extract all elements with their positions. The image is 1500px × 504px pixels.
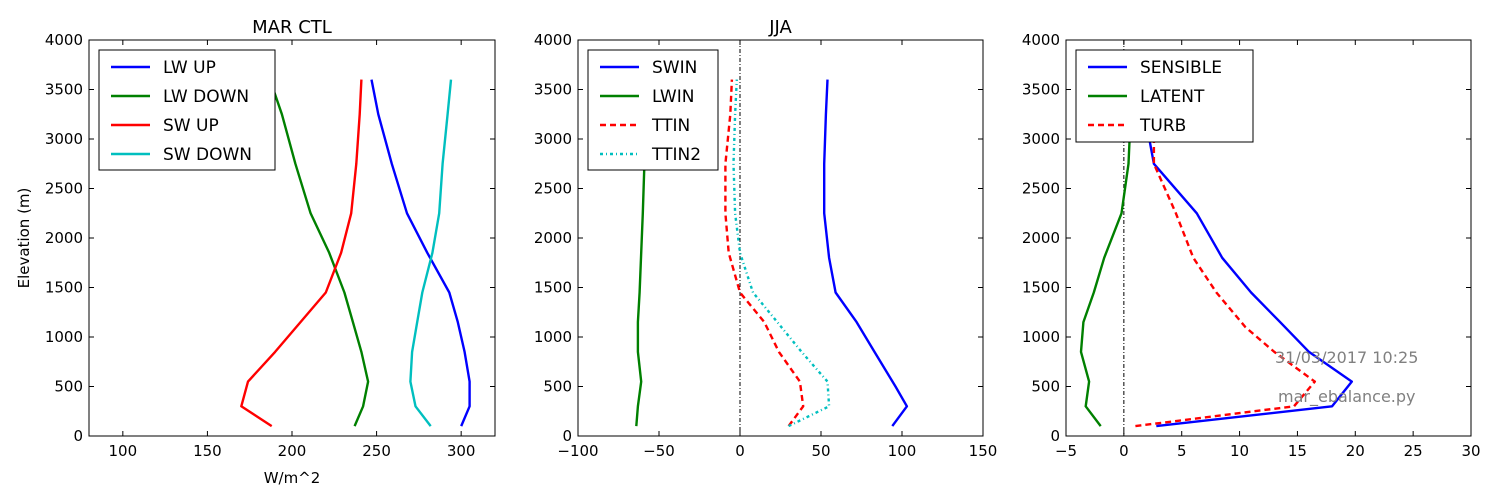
x-tick-label: 15 bbox=[1288, 442, 1307, 460]
x-tick-label: −5 bbox=[1055, 442, 1077, 460]
x-tick-label: 300 bbox=[447, 442, 476, 460]
y-tick-label: 1500 bbox=[534, 279, 572, 297]
y-tick-label: 3500 bbox=[45, 81, 83, 99]
series-line-sensible bbox=[1145, 114, 1354, 428]
timestamp-annotation: 31/03/2017 10:25 bbox=[1275, 348, 1418, 367]
y-axis-label: Elevation (m) bbox=[15, 188, 33, 289]
x-axis-label: W/m^2 bbox=[264, 469, 321, 487]
legend-label: LW DOWN bbox=[163, 87, 249, 107]
x-tick-label: 30 bbox=[1461, 442, 1480, 460]
x-tick-label: −100 bbox=[557, 442, 598, 460]
legend-label: SW UP bbox=[163, 116, 219, 136]
legend-label: SENSIBLE bbox=[1140, 58, 1222, 78]
legend-box bbox=[587, 49, 719, 171]
series-line-latent bbox=[1079, 114, 1131, 427]
legend-label: LW UP bbox=[163, 58, 216, 78]
y-tick-label: 2500 bbox=[1022, 180, 1060, 198]
y-tick-label: 2500 bbox=[45, 180, 83, 198]
legend: SENSIBLE LATENT TURB bbox=[1075, 49, 1254, 143]
y-tick-label: 3500 bbox=[1022, 81, 1060, 99]
y-tick-label: 1500 bbox=[45, 279, 83, 297]
legend: LW UP LW DOWN SW UP SW DOWN bbox=[98, 49, 276, 171]
x-tick-label: 25 bbox=[1404, 442, 1423, 460]
x-tick-label: 150 bbox=[193, 442, 222, 460]
series-line-lw-up bbox=[370, 79, 471, 427]
series-line-ttin2 bbox=[732, 79, 831, 428]
series-line-lw-down bbox=[268, 79, 370, 427]
series-line-ttin bbox=[724, 79, 805, 427]
y-tick-label: 2000 bbox=[1022, 229, 1060, 247]
script-name-annotation: mar_ebalance.py bbox=[1278, 387, 1416, 407]
legend-label: LATENT bbox=[1140, 87, 1205, 107]
y-tick-label: 1000 bbox=[1022, 328, 1060, 346]
y-tick-label: 0 bbox=[1050, 427, 1060, 445]
y-tick-label: 3500 bbox=[534, 81, 572, 99]
x-tick-label: 100 bbox=[109, 442, 138, 460]
x-tick-label: 0 bbox=[1119, 442, 1129, 460]
x-tick-label: 150 bbox=[969, 442, 998, 460]
y-tick-label: 0 bbox=[73, 427, 83, 445]
legend-label: TTIN2 bbox=[651, 145, 701, 165]
series-line-turb bbox=[1135, 114, 1317, 428]
x-tick-label: 200 bbox=[278, 442, 307, 460]
x-tick-label: 10 bbox=[1230, 442, 1249, 460]
y-tick-label: 500 bbox=[543, 378, 572, 396]
x-tick-label: 50 bbox=[811, 442, 830, 460]
y-tick-label: 2500 bbox=[534, 180, 572, 198]
legend-label: TURB bbox=[1139, 116, 1186, 136]
series-line-swin bbox=[823, 79, 909, 427]
y-tick-label: 3000 bbox=[1022, 130, 1060, 148]
x-tick-label: −50 bbox=[643, 442, 675, 460]
panel-title: JJA bbox=[768, 17, 792, 38]
legend: SWIN LWIN TTIN TTIN2 bbox=[587, 49, 719, 171]
series-line-sw-up bbox=[240, 79, 363, 428]
x-tick-label: 20 bbox=[1346, 442, 1365, 460]
annotations: 31/03/2017 10:25 mar_ebalance.py bbox=[1275, 348, 1418, 407]
y-tick-label: 4000 bbox=[534, 31, 572, 49]
x-tick-label: 5 bbox=[1177, 442, 1187, 460]
y-tick-label: 4000 bbox=[45, 31, 83, 49]
y-tick-label: 1000 bbox=[45, 328, 83, 346]
y-tick-label: 500 bbox=[1031, 378, 1060, 396]
legend-label: SW DOWN bbox=[163, 145, 252, 165]
legend-box bbox=[98, 49, 276, 171]
panel-2: JJA−100 −50 0 50 100 150050010001500200025003… bbox=[534, 17, 998, 460]
x-tick-label: 100 bbox=[888, 442, 917, 460]
legend-label: TTIN bbox=[651, 116, 690, 136]
y-tick-label: 3000 bbox=[534, 130, 572, 148]
y-tick-label: 1500 bbox=[1022, 279, 1060, 297]
legend-label: SWIN bbox=[652, 58, 697, 78]
panel-title: MAR CTL bbox=[252, 17, 332, 38]
panel-3: −5 0 5 10 15 20 25 3005001000150020002500300035… bbox=[1022, 31, 1481, 460]
y-tick-label: 500 bbox=[54, 378, 83, 396]
y-tick-label: 3000 bbox=[45, 130, 83, 148]
legend-label: LWIN bbox=[652, 87, 694, 107]
series-line-sw-down bbox=[409, 79, 453, 427]
y-tick-label: 1000 bbox=[534, 328, 572, 346]
x-tick-label: 0 bbox=[735, 442, 745, 460]
y-tick-label: 4000 bbox=[1022, 31, 1060, 49]
y-tick-label: 2000 bbox=[45, 229, 83, 247]
y-tick-label: 2000 bbox=[534, 229, 572, 247]
x-tick-label: 250 bbox=[362, 442, 391, 460]
y-tick-label: 0 bbox=[562, 427, 572, 445]
